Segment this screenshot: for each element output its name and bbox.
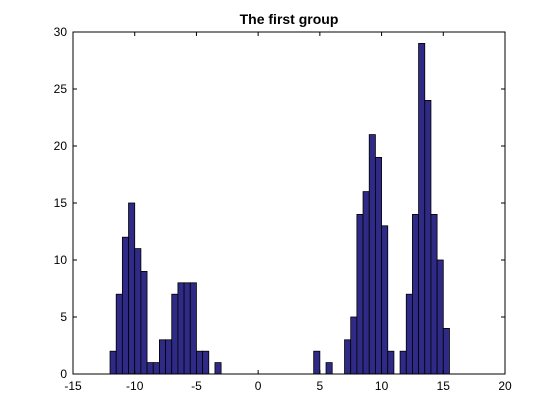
x-tick-label: 0 <box>255 379 262 393</box>
y-tick-label: 10 <box>54 253 68 267</box>
histogram-bar <box>146 362 154 375</box>
histogram-bar <box>134 248 142 375</box>
y-tick-label: 0 <box>60 367 67 381</box>
histogram-bar <box>158 339 166 375</box>
histogram-bar <box>424 100 432 375</box>
bars-group <box>109 43 450 375</box>
y-tick-label: 30 <box>54 25 68 39</box>
histogram-bar <box>214 362 222 375</box>
histogram-bar <box>183 282 191 375</box>
histogram-bar <box>202 350 210 375</box>
y-tick-label: 20 <box>54 139 68 153</box>
x-tick-label: 15 <box>437 379 451 393</box>
histogram-bar <box>177 282 185 375</box>
histogram-bar <box>344 339 352 375</box>
x-tick-label: 20 <box>498 379 512 393</box>
histogram-bar <box>362 191 370 375</box>
histogram-bar <box>350 316 358 375</box>
y-tick-label: 25 <box>54 82 68 96</box>
histogram-bar <box>109 350 117 375</box>
x-tick-label: 10 <box>375 379 389 393</box>
histogram-bar <box>165 339 173 375</box>
histogram-bar <box>115 293 123 375</box>
histogram-bar <box>368 134 376 375</box>
x-tick-label: 5 <box>317 379 324 393</box>
y-tick-label: 15 <box>54 196 68 210</box>
histogram-bar <box>140 270 148 375</box>
x-tick-label: -15 <box>64 379 82 393</box>
histogram-bar <box>381 225 389 375</box>
ticks-group: -15 -10 -5 0 5 10 15 20 0 5 10 15 20 25 30 <box>54 25 512 393</box>
x-tick-label: -10 <box>126 379 144 393</box>
histogram-bar <box>152 362 160 375</box>
histogram-bar <box>128 202 136 375</box>
histogram-bar <box>442 327 450 375</box>
histogram-bar <box>387 350 395 375</box>
histogram-bar <box>399 350 407 375</box>
y-tick-label: 5 <box>60 310 67 324</box>
histogram-bar <box>405 293 413 375</box>
histogram-bar <box>356 213 364 375</box>
histogram-bar <box>121 236 129 375</box>
histogram-bar <box>171 293 179 375</box>
histogram-bar <box>436 259 444 375</box>
histogram-bar <box>430 213 438 375</box>
histogram-bar <box>412 213 419 375</box>
histogram-bar <box>196 350 204 375</box>
histogram-bar <box>374 156 382 375</box>
histogram-bar <box>325 362 333 375</box>
histogram-bar <box>418 43 426 375</box>
x-tick-label: -5 <box>191 379 202 393</box>
histogram-bar <box>189 282 197 375</box>
chart-title: The first group <box>240 11 339 27</box>
histogram-bar <box>313 350 321 375</box>
